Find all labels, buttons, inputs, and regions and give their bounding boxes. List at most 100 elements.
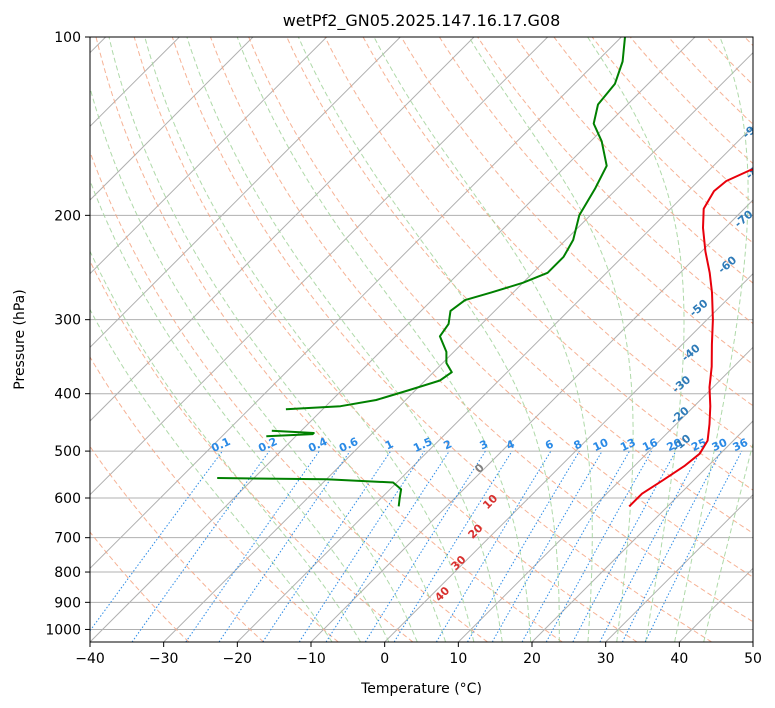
dry-adiabat-line (324, 37, 753, 491)
moist-adiabat-line (90, 179, 390, 642)
mixing-ratio-line (644, 450, 743, 642)
y-axis-ticks: 100 200 300 400 500 600 700 800 900 1000 (45, 30, 90, 638)
y-tick-label: 100 (54, 30, 81, 46)
isotherm-line (163, 51, 753, 642)
moist-adiabat-line (674, 37, 749, 642)
mixing-ratio-label: 20 (665, 436, 685, 454)
mixing-ratio-line (262, 450, 392, 642)
dry-adiabat-line (90, 150, 488, 642)
y-tick-label: 500 (54, 444, 81, 460)
isotherm-line (90, 37, 401, 349)
dry-adiabat-line (248, 37, 753, 578)
mixing-ratio-label: 36 (731, 436, 751, 454)
moist-adiabat-line (703, 441, 753, 642)
x-tick-label: 40 (670, 651, 688, 667)
dry-adiabat-line (133, 37, 638, 642)
mixing-ratio-line (393, 450, 513, 642)
isotherm-line (384, 272, 753, 642)
x-tick-label: −40 (75, 651, 105, 667)
y-tick-label: 600 (54, 491, 81, 507)
y-axis-label: Pressure (hPa) (12, 289, 28, 389)
moist-adiabat-line (108, 37, 447, 642)
moist-adiabat-line (236, 37, 532, 642)
moist-adiabat-line (186, 37, 503, 642)
dry-adiabat-line (90, 445, 264, 642)
isotherm-lines (90, 37, 753, 642)
profile-line (266, 429, 315, 438)
x-tick-label: 20 (523, 651, 541, 667)
x-axis-label: Temperature (°C) (360, 681, 482, 697)
isotherm-line (90, 37, 622, 570)
mixing-ratio-line (185, 450, 320, 642)
isotherm-line (90, 37, 549, 496)
dry-adiabat-line (90, 531, 190, 642)
y-tick-label: 700 (54, 531, 81, 547)
mixing-ratio-line (545, 450, 653, 642)
y-tick-label: 200 (54, 208, 81, 224)
mixing-ratio-line (572, 450, 677, 642)
mixing-ratio-line (325, 450, 450, 642)
dry-adiabat-line (90, 356, 339, 642)
x-tick-label: −20 (223, 651, 253, 667)
y-tick-label: 300 (54, 313, 81, 329)
pressure-gridlines (90, 37, 753, 630)
mixing-ratio-label: 25 (689, 436, 708, 454)
x-tick-label: 30 (597, 651, 615, 667)
isotherm-line (531, 420, 753, 642)
mixing-ratio-line (218, 450, 351, 642)
profile-line (217, 477, 403, 507)
profile-series (217, 37, 753, 508)
y-tick-label: 400 (54, 387, 81, 403)
plot-frame (89, 36, 754, 643)
y-tick-label: 1000 (45, 622, 81, 638)
x-axis-ticks: −40 −30 −20 −10 0 10 20 30 40 50 (75, 642, 762, 667)
mixing-ratio-label: 13 (618, 436, 637, 454)
moist-adiabat-line (297, 37, 560, 642)
dry-adiabat-line (210, 37, 753, 623)
isotherm-line (236, 125, 753, 642)
dry-adiabat-lines (90, 37, 753, 642)
mixing-ratio-line (521, 450, 630, 642)
mixing-ratio-line (435, 450, 552, 642)
y-tick-label: 900 (54, 595, 81, 611)
chart-title: wetPf2_GN05.2025.147.16.17.G08 (283, 11, 561, 31)
moist-adiabat-line (587, 37, 685, 642)
dry-adiabat-line (438, 37, 753, 366)
dry-adiabat-line (95, 37, 563, 642)
plot-area: 0.10.20.40.611.52346810131620253036-100-… (90, 37, 753, 642)
mixing-ratio-line (131, 450, 270, 642)
dry-adiabat-line (400, 37, 753, 407)
moist-adiabat-line (373, 37, 593, 642)
x-tick-label: −30 (149, 651, 179, 667)
x-tick-label: 50 (744, 651, 762, 667)
mixing-ratio-label: 10 (591, 436, 611, 454)
mixing-ratio-line (298, 450, 425, 642)
profile-line (628, 168, 753, 508)
dry-adiabat-line (171, 37, 712, 642)
mixing-ratio-lines (90, 450, 743, 642)
dry-adiabat-line (515, 37, 753, 284)
mixing-ratio-line (621, 450, 722, 642)
profile-line (285, 37, 626, 411)
mixing-ratio-line (364, 450, 486, 642)
mixing-ratio-label: 30 (710, 436, 730, 454)
x-tick-label: 10 (449, 651, 467, 667)
moist-adiabat-line (144, 37, 475, 642)
moist-adiabat-line (468, 37, 634, 642)
x-tick-label: −10 (296, 651, 326, 667)
mixing-ratio-line (599, 450, 701, 642)
mixing-ratio-label: 16 (640, 436, 660, 454)
isotherm-line (605, 493, 753, 642)
moist-adiabat-line (90, 308, 333, 642)
isotherm-line (90, 37, 328, 275)
y-tick-label: 800 (54, 565, 81, 581)
moist-adiabat-line (90, 250, 362, 642)
isotherm-line (90, 37, 254, 201)
isotherm-line (457, 346, 753, 642)
isotherm-line (90, 37, 475, 422)
isotherm-line (90, 37, 696, 642)
x-tick-label: 0 (380, 651, 389, 667)
moist-adiabat-lines (90, 37, 753, 642)
